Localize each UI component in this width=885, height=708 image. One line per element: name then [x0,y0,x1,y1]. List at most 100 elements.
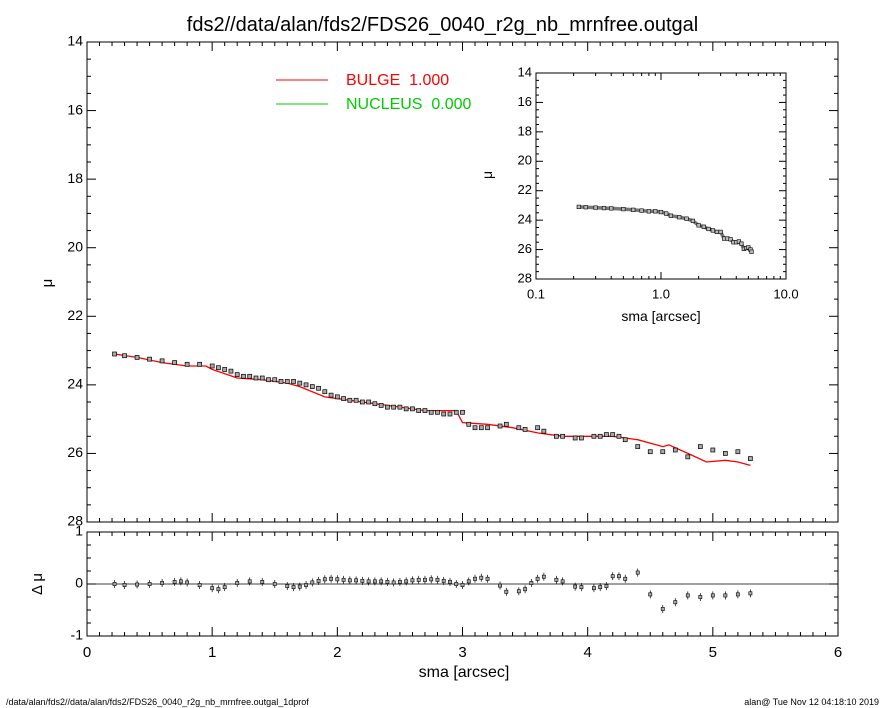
main-data-point [616,433,622,439]
inset-data-point [593,205,598,210]
inset-x-tick-label: 10.0 [773,286,798,301]
inset-y-tick-label: 20 [518,153,532,168]
residual-data-point [617,574,621,579]
main-data-point [147,356,152,362]
main-data-point [410,406,415,412]
residual-data-point [504,589,509,594]
bulge-model-line [114,353,751,467]
main-data-point [347,397,353,403]
main-data-point [447,411,453,417]
inset-data-point [621,207,626,212]
main-data-point [316,385,321,391]
inset-y-tick-label: 18 [518,123,532,138]
residual-y-tick-label: -1 [71,627,84,643]
main-data-point [460,409,465,415]
inset-data-point [601,205,607,211]
main-data-point [247,373,253,379]
main-data-point [735,449,741,455]
residual-data-point [310,580,315,585]
main-data-point [328,392,334,398]
residual-data-point [297,584,302,589]
inset-data-point [576,204,581,210]
main-data-point [372,401,378,407]
main-data-point [554,433,559,439]
residual-y-axis-label: Δ μ [29,573,46,595]
main-data-point [291,379,296,384]
residual-data-point [398,580,402,584]
inset-data-point [706,226,711,232]
main-y-tick-label: 26 [67,444,83,460]
residual-data-point [216,587,221,592]
residual-data-point [160,581,165,585]
main-data-point [397,404,403,410]
main-data-point [385,404,390,410]
residual-data-point [416,577,421,582]
residual-data-point [623,576,628,581]
main-data-point [722,451,728,456]
residual-data-point [673,600,678,605]
main-data-point [497,423,503,429]
main-y-tick-label: 16 [67,101,83,117]
main-data-point [341,396,346,401]
main-data-point [622,437,628,443]
residual-data-point [604,584,609,588]
inset-data-point [718,229,723,235]
residual-data-point [610,574,615,579]
main-data-point [378,403,384,408]
main-data-point [309,384,315,389]
main-data-point [228,368,234,374]
main-data-point [353,397,359,403]
main-data-point [112,351,117,357]
residual-data-point [404,579,409,584]
plot-title: fds2//data/alan/fds2/FDS26_0040_r2g_nb_m… [186,14,699,36]
main-data-point [541,428,547,434]
residual-y-tick-label: 1 [75,523,83,539]
main-data-point [266,377,271,383]
inset-y-tick-label: 14 [518,64,532,79]
residual-data-point [429,577,434,582]
residual-data-point [498,583,502,588]
residual-x-tick-label: 4 [583,644,591,661]
residual-data-point [135,582,139,587]
inset-data-point [646,209,651,214]
residual-data-point [473,576,477,581]
inset-data-point [710,228,715,233]
main-data-point [253,375,259,381]
inset-data-point [583,205,588,210]
residual-data-point [423,577,427,582]
main-data-point [297,380,303,386]
residual-data-point [235,581,240,585]
main-y-tick-label: 14 [67,33,83,49]
legend: BULGE 1.000 NUCLEUS 0.000 [276,72,471,113]
residual-data-point [197,583,202,587]
main-data-point [635,444,641,449]
main-data-point [272,377,278,383]
main-data-point [134,355,140,360]
main-data-point [522,427,528,432]
inset-data-point [677,215,682,220]
inset-panel: 14 16 18 20 22 24 26 280.1 1.0 10.0 [518,64,799,301]
inset-data-point [631,207,636,212]
main-data-point [572,435,578,441]
main-data-point [560,433,565,439]
residual-data-point [385,580,390,584]
residual-data-point [579,585,584,590]
main-data-point [259,375,265,381]
main-data-point [503,421,509,427]
inset-data-point [739,241,744,246]
main-data-point [478,425,484,431]
main-profile-panel: 14 16 18 20 22 24 26 28 [67,33,839,529]
main-data-point [234,372,240,377]
inset-y-tick-label: 22 [518,182,532,197]
main-data-point [284,379,290,384]
inset-x-axis-label: sma [arcsec] [621,308,700,324]
residual-data-point [316,578,321,583]
main-data-point [660,449,666,455]
residual-x-tick-label: 1 [208,644,216,661]
residual-data-point [410,578,415,583]
main-y-tick-label: 18 [67,170,83,186]
main-data-point [435,409,440,415]
residual-data-point [347,578,352,583]
residual-data-point [285,584,290,588]
main-data-point [184,361,190,367]
